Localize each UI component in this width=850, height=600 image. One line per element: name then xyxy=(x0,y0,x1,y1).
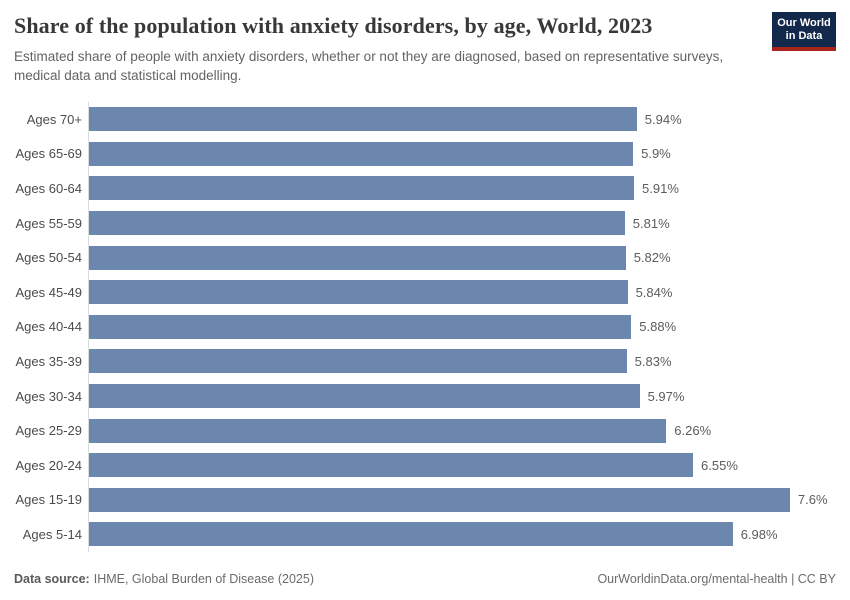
owid-logo-line1: Our World xyxy=(777,17,831,29)
bar[interactable] xyxy=(89,314,632,339)
category-label: Ages 25-29 xyxy=(15,423,83,439)
bar-row: Ages 40-44 5.88% xyxy=(14,309,836,345)
value-label: 5.81% xyxy=(632,215,670,231)
bar-track: 5.88% xyxy=(88,309,836,345)
bar-track: 5.91% xyxy=(88,171,836,206)
category-label: Ages 70+ xyxy=(26,111,82,127)
chart-subtitle: Estimated share of people with anxiety d… xyxy=(14,49,724,83)
bar[interactable] xyxy=(89,418,667,443)
category-label: Ages 5-14 xyxy=(22,526,82,542)
chart-title: Share of the population with anxiety dis… xyxy=(14,13,653,38)
bar-row: Ages 20-24 6.55% xyxy=(14,447,836,483)
category-label: Ages 30-34 xyxy=(15,388,83,404)
bar[interactable] xyxy=(89,141,634,166)
bar-track: 5.9% xyxy=(88,136,836,172)
value-label: 5.88% xyxy=(639,319,677,335)
data-source-label: Data source: xyxy=(14,572,90,586)
value-label: 6.98% xyxy=(740,526,778,542)
bar[interactable] xyxy=(89,349,627,374)
category-label: Ages 35-39 xyxy=(15,353,83,369)
bar[interactable] xyxy=(89,107,637,132)
bar-row: Ages 55-59 5.81% xyxy=(14,205,836,241)
category-label: Ages 45-49 xyxy=(15,284,83,300)
owid-logo-line2: in Data xyxy=(785,30,823,42)
bar-track: 5.81% xyxy=(88,205,836,241)
value-label: 5.9% xyxy=(641,146,671,162)
category-label: Ages 65-69 xyxy=(15,146,83,162)
bar-row: Ages 50-54 5.82% xyxy=(14,240,836,275)
bar-track: 5.97% xyxy=(88,378,836,414)
bar[interactable] xyxy=(89,384,640,409)
bar-row: Ages 25-29 6.26% xyxy=(14,413,836,448)
value-label: 6.55% xyxy=(701,457,738,473)
bar[interactable] xyxy=(89,522,733,547)
value-label: 5.82% xyxy=(633,250,671,266)
value-label: 5.97% xyxy=(647,388,685,404)
chart-footer: Data source: IHME, Global Burden of Disea… xyxy=(14,572,836,586)
category-label: Ages 60-64 xyxy=(15,180,83,196)
bar-row: Ages 60-64 5.91% xyxy=(14,171,836,206)
category-label: Ages 50-54 xyxy=(15,250,83,266)
category-label: Ages 40-44 xyxy=(15,319,83,335)
bar-track: 5.94% xyxy=(88,102,836,137)
bar[interactable] xyxy=(89,245,626,270)
bar[interactable] xyxy=(89,487,790,512)
value-label: 5.94% xyxy=(644,111,682,127)
data-source: Data source: IHME, Global Burden of Disea… xyxy=(14,572,314,586)
bar[interactable] xyxy=(89,176,635,201)
bar[interactable] xyxy=(89,280,628,305)
data-source-value: IHME, Global Burden of Disease (2025) xyxy=(93,572,314,586)
bar-row: Ages 65-69 5.9% xyxy=(14,136,836,172)
bar-row: Ages 15-19 7.6% xyxy=(14,482,836,518)
bar-track: 5.82% xyxy=(88,240,836,275)
chart-header: Share of the population with anxiety dis… xyxy=(14,12,836,85)
bar-row: Ages 30-34 5.97% xyxy=(14,378,836,414)
category-label: Ages 15-19 xyxy=(15,492,83,508)
bar-track: 5.84% xyxy=(88,274,836,310)
bar-track: 6.98% xyxy=(88,517,836,552)
category-label: Ages 20-24 xyxy=(15,457,83,473)
bar-chart: Ages 70+ 5.94% Ages 65-69 5.9% Ages 60-64 5.9… xyxy=(14,102,836,552)
value-label: 6.26% xyxy=(674,423,712,439)
bar[interactable] xyxy=(89,453,694,478)
bar-track: 6.55% xyxy=(88,447,836,483)
bar-row: Ages 45-49 5.84% xyxy=(14,274,836,310)
value-label: 5.91% xyxy=(642,180,679,196)
bar-row: Ages 5-14 6.98% xyxy=(14,517,836,552)
bar-track: 5.83% xyxy=(88,344,836,379)
bar-track: 7.6% xyxy=(88,482,836,518)
value-label: 5.84% xyxy=(635,284,673,300)
value-label: 5.83% xyxy=(634,353,672,369)
bar-track: 6.26% xyxy=(88,413,836,448)
value-label: 7.6% xyxy=(797,492,828,508)
bar-row: Ages 70+ 5.94% xyxy=(14,102,836,137)
bar-row: Ages 35-39 5.83% xyxy=(14,344,836,379)
bar[interactable] xyxy=(89,211,625,236)
category-label: Ages 55-59 xyxy=(15,215,83,231)
owid-logo: Our World in Data xyxy=(772,12,836,51)
footer-credit-link[interactable]: OurWorldinData.org/mental-health | CC BY xyxy=(597,572,836,586)
